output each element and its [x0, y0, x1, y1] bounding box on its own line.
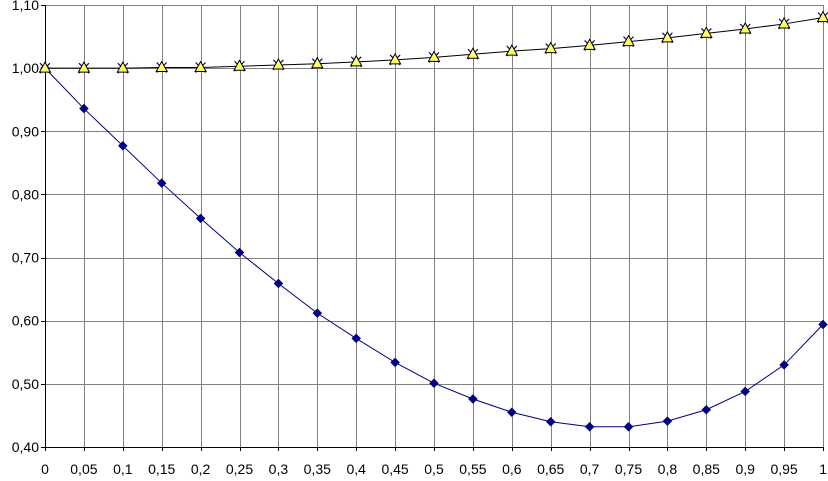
point-triangle-mark [349, 54, 363, 67]
y-tick-label: 0,50 [12, 376, 39, 392]
point-triangle-mark [661, 30, 674, 43]
series-2-triangle-point [777, 16, 791, 30]
x-tick-label: 0,65 [537, 461, 564, 477]
series-1-diamond-point [273, 278, 284, 289]
series-1-diamond-point [117, 140, 128, 151]
y-tick-label: 1,00 [12, 60, 39, 76]
point-triangle-mark [699, 26, 713, 38]
series-1-diamond-point [662, 416, 673, 426]
point-triangle-mark [77, 61, 91, 73]
x-tick-label: 0,5 [424, 461, 444, 477]
series-2-triangle-point [661, 30, 674, 44]
x-tick-label: 0,55 [459, 461, 486, 477]
point-triangle-mark [544, 41, 558, 54]
x-tick-label: 0,2 [191, 461, 211, 477]
point-triangle-mark [427, 50, 441, 62]
x-tick-label: 1 [819, 461, 827, 477]
series-2-triangle-point [466, 47, 480, 60]
point-triangle-mark [777, 16, 791, 29]
y-tick-label: 0,60 [12, 313, 39, 329]
series-1-diamond-point [234, 247, 245, 258]
series-2-triangle-point [116, 61, 130, 74]
x-tick-label: 0,4 [346, 461, 366, 477]
point-triangle-mark [583, 38, 596, 50]
x-tick-label: 0,6 [502, 461, 522, 477]
point-triangle-mark [622, 34, 635, 47]
series-1-diamond-point [584, 421, 595, 432]
series-2-triangle-point [738, 21, 752, 35]
series-2-triangle-point [622, 34, 635, 48]
series-2-triangle-point [388, 52, 402, 66]
point-triangle-mark [466, 47, 480, 59]
x-tick-label: 0,05 [70, 461, 97, 477]
y-tick-label: 0,40 [12, 439, 39, 455]
y-tick-label: 0,90 [12, 123, 39, 139]
y-tick-label: 0,80 [12, 186, 39, 202]
series-2-triangle-point [583, 38, 596, 51]
point-triangle-mark [388, 52, 402, 65]
x-tick-label: 0,3 [269, 461, 289, 477]
y-tick-label: 1,10 [12, 0, 39, 13]
series-1-diamond-point [623, 421, 634, 432]
series-1-diamond-point [429, 378, 439, 389]
series-1-diamond-point [312, 308, 323, 318]
point-triangle-mark [738, 21, 752, 34]
x-tick-label: 0,1 [113, 461, 133, 477]
series-1-diamond-point [818, 319, 828, 330]
x-tick-label: 0 [41, 461, 49, 477]
series-1-diamond-point [545, 416, 556, 427]
series-2-triangle-point [310, 56, 324, 70]
series-2-triangle-point [505, 44, 519, 57]
series-1-diamond-point [506, 407, 517, 418]
x-tick-label: 0,9 [735, 461, 755, 477]
series-2-triangle-point [194, 60, 207, 73]
x-tick-label: 0,7 [580, 461, 600, 477]
point-triangle-mark [155, 60, 169, 73]
series-2-triangle-point [349, 54, 363, 68]
series-1-diamond-point [390, 357, 400, 368]
series-layer [38, 10, 828, 432]
grid-lines [45, 5, 824, 447]
series-1-diamond-point [468, 394, 478, 404]
point-triangle-mark [194, 60, 207, 73]
point-triangle-mark [816, 10, 828, 23]
series-2-triangle-point [272, 57, 285, 71]
y-tick-label: 0,70 [12, 250, 39, 266]
series-2-triangle-point [544, 41, 558, 54]
series-1-diamond-point [156, 178, 167, 188]
axes [41, 5, 824, 451]
x-tick-label: 0,8 [658, 461, 678, 477]
series-2-triangle-point [77, 61, 91, 74]
series-1-diamond-point [351, 333, 362, 344]
x-tick-labels: 0 0,05 0,1 0,15 0,2 0,25 0,3 0,35 0,4 0,45 0,5 0,55… [41, 461, 827, 477]
series-2-triangle-point [427, 50, 441, 63]
series-2-triangle-point [816, 10, 828, 24]
x-tick-label: 0,25 [226, 461, 253, 477]
x-tick-label: 0,35 [304, 461, 331, 477]
series-2-triangle-point [155, 60, 169, 73]
series-1-diamond-point [740, 386, 751, 397]
point-triangle-mark [38, 61, 52, 73]
x-tick-label: 0,95 [770, 461, 797, 477]
series-1-diamond-point [701, 404, 712, 415]
y-tick-labels: 0,40 0,50 0,60 0,70 0,80 0,90 1,00 1,10 [12, 0, 39, 455]
series-2-triangle-point [233, 59, 246, 72]
x-tick-label: 0,45 [381, 461, 408, 477]
x-tick-label: 0,75 [615, 461, 642, 477]
series-2-triangle-point [699, 26, 713, 39]
point-triangle-mark [233, 59, 246, 71]
series-1-diamond-point [79, 103, 89, 114]
point-triangle-mark [505, 44, 519, 56]
series-1-diamond-point [195, 213, 206, 224]
series-1-diamond-point [779, 360, 789, 370]
point-triangle-mark [310, 56, 324, 69]
point-triangle-mark [116, 61, 130, 73]
x-tick-label: 0,85 [693, 461, 720, 477]
series-2-triangle-point [38, 61, 52, 74]
point-triangle-mark [272, 57, 285, 70]
x-tick-label: 0,15 [148, 461, 175, 477]
